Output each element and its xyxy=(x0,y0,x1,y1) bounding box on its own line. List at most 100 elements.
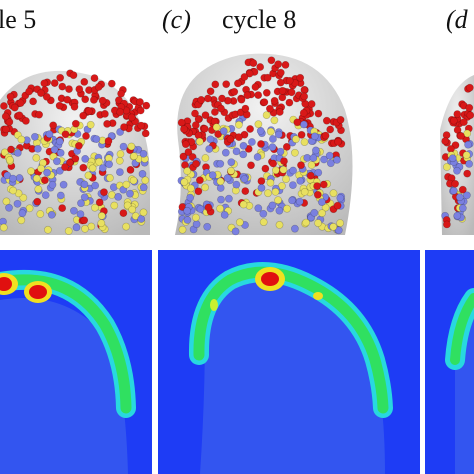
particle xyxy=(56,73,65,82)
particle xyxy=(329,222,338,231)
particle xyxy=(237,95,246,104)
particle xyxy=(126,165,135,174)
particle xyxy=(114,192,123,201)
particle xyxy=(49,121,58,130)
particle xyxy=(232,180,241,189)
particle xyxy=(82,132,90,140)
particle xyxy=(247,138,256,146)
particle xyxy=(194,115,203,124)
particle xyxy=(45,130,54,139)
particle xyxy=(442,163,451,171)
particle xyxy=(216,177,225,186)
particle xyxy=(47,210,56,219)
particle xyxy=(307,100,316,108)
particle xyxy=(142,101,151,110)
particle xyxy=(107,79,116,88)
particle xyxy=(275,220,284,229)
particle xyxy=(81,224,89,233)
particle xyxy=(458,185,467,194)
particle xyxy=(33,197,42,206)
particle xyxy=(56,148,65,157)
particle xyxy=(0,102,8,110)
particle xyxy=(192,220,201,229)
particle xyxy=(27,167,35,176)
particle xyxy=(32,153,41,162)
particle xyxy=(216,204,224,213)
particle xyxy=(271,187,280,196)
particle xyxy=(259,209,268,218)
particle xyxy=(98,164,107,172)
particle xyxy=(300,86,309,94)
particle xyxy=(7,145,15,154)
particle xyxy=(267,56,276,65)
particle xyxy=(3,171,12,180)
particle xyxy=(319,180,328,189)
particle xyxy=(453,110,462,118)
particle xyxy=(103,120,111,128)
particle xyxy=(180,125,188,134)
particle xyxy=(91,181,100,190)
particle xyxy=(70,102,79,111)
particle xyxy=(288,196,296,205)
particle xyxy=(240,175,249,183)
particle xyxy=(33,144,42,153)
particle xyxy=(95,157,103,166)
particle xyxy=(9,186,17,195)
particle xyxy=(263,73,272,82)
particle xyxy=(139,208,148,217)
particle xyxy=(307,161,316,169)
particle xyxy=(265,104,274,113)
particle xyxy=(288,181,297,189)
particle xyxy=(186,193,195,202)
particle xyxy=(453,166,461,175)
particle xyxy=(177,118,186,127)
particle xyxy=(194,187,203,196)
particle xyxy=(194,131,203,140)
particle xyxy=(463,129,472,138)
particle xyxy=(122,222,130,231)
particle xyxy=(32,174,41,183)
particle xyxy=(41,176,49,185)
particle xyxy=(287,88,296,97)
particle xyxy=(42,92,51,101)
particle xyxy=(329,189,338,198)
particle xyxy=(455,193,464,202)
particle xyxy=(184,148,193,156)
particle xyxy=(221,148,230,157)
band-c xyxy=(193,266,389,414)
particle xyxy=(246,125,254,133)
particle xyxy=(86,120,95,129)
particle xyxy=(268,135,277,143)
particle xyxy=(321,131,330,140)
particle xyxy=(274,60,283,69)
particle xyxy=(203,222,212,231)
particle xyxy=(285,76,294,85)
particle xyxy=(25,204,34,213)
particle xyxy=(80,180,89,189)
particle xyxy=(79,163,88,172)
particle xyxy=(322,116,331,125)
particle xyxy=(122,180,131,189)
particle xyxy=(271,166,280,175)
particle xyxy=(16,99,25,107)
particle xyxy=(276,78,285,87)
particle xyxy=(120,123,128,131)
particle xyxy=(234,120,243,129)
particle xyxy=(41,191,50,199)
particle xyxy=(106,173,114,182)
particle xyxy=(53,157,61,166)
particle xyxy=(59,180,68,189)
particle xyxy=(276,68,285,77)
particle xyxy=(219,127,228,136)
particle xyxy=(201,154,210,162)
particle xyxy=(58,204,67,212)
particle xyxy=(290,224,299,233)
particle xyxy=(95,198,104,207)
particle xyxy=(465,159,473,168)
particle xyxy=(97,219,106,228)
particle xyxy=(15,174,24,182)
particle xyxy=(129,152,138,161)
particle xyxy=(183,167,192,175)
particle xyxy=(459,118,468,126)
